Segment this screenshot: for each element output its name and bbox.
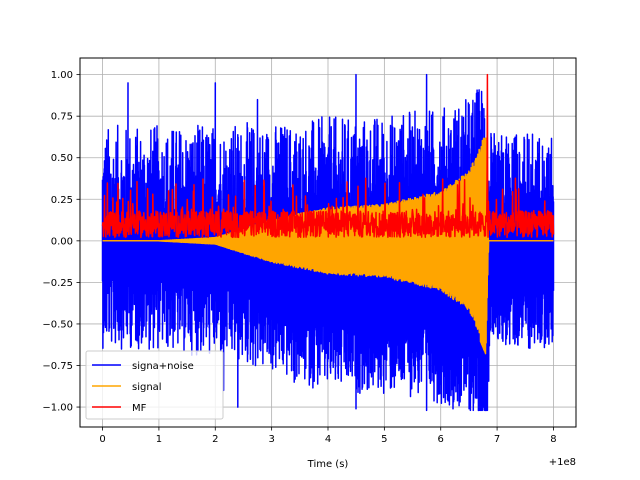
y-tick-label: 1.00 [51,70,73,81]
legend-label-signal: signal [132,382,162,393]
axis-ticks: 0 1 2 3 4 5 6 7 8 1.00 0.75 0.50 0.25 0.00 −0.25 −0.50 −… [42,70,556,445]
x-tick-label: 2 [212,434,218,445]
y-tick-label: 0.75 [51,112,73,123]
y-tick-label: −1.00 [42,403,73,414]
legend-label-mf: MF [132,403,147,414]
legend-box [85,350,224,420]
x-tick-label: 7 [494,434,500,445]
series-line-mf [101,73,555,239]
y-tick-label: 0.00 [51,236,73,247]
y-tick-label: 0.50 [51,153,73,164]
x-offset-label: +1e8 [549,457,576,468]
x-tick-label: 0 [99,434,105,445]
y-tick-label: −0.25 [42,278,73,289]
x-tick-label: 5 [381,434,387,445]
legend-label-signa-noise: signa+noise [132,361,194,372]
legend: signa+noise signal MF [85,350,224,420]
x-tick-label: 6 [438,434,444,445]
x-tick-label: 4 [325,434,331,445]
plot-series [101,73,555,412]
y-tick-label: 0.25 [51,195,73,206]
x-tick-label: 1 [156,434,162,445]
y-tick-label: −0.50 [42,319,73,330]
x-tick-label: 8 [550,434,556,445]
x-axis-label: Time (s) [307,459,349,470]
x-tick-label: 3 [268,434,274,445]
y-tick-label: −0.75 [42,361,73,372]
